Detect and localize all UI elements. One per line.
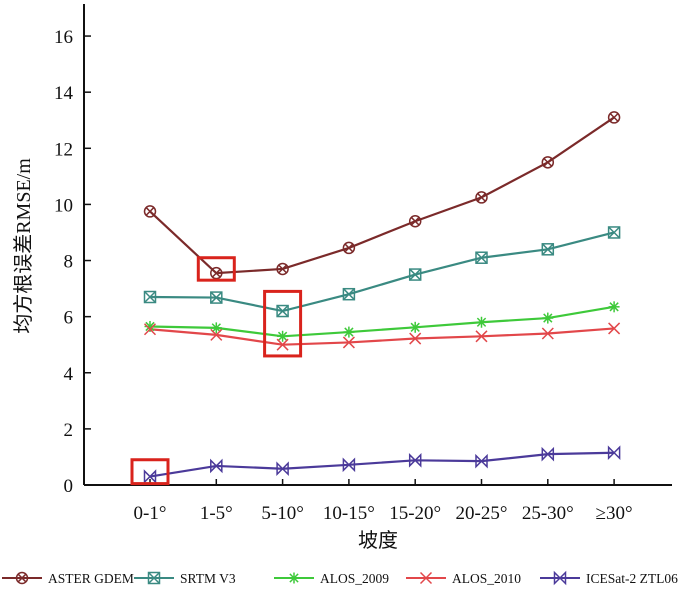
data-point (408, 268, 422, 281)
legend-label: SRTM V3 (180, 571, 236, 586)
data-point (143, 469, 157, 484)
legend-item: ALOS_2009 (274, 571, 389, 586)
y-tick-label: 4 (64, 364, 74, 385)
y-tick-label: 0 (64, 476, 74, 497)
data-point (143, 290, 157, 304)
data-point (409, 332, 422, 345)
legend-label: ASTER GDEM (48, 571, 134, 586)
highlight-box (196, 256, 236, 282)
data-point (541, 156, 555, 169)
data-point (475, 191, 488, 204)
data-point (276, 262, 289, 276)
data-point (408, 214, 422, 228)
data-point (210, 328, 223, 341)
data-point (475, 453, 488, 469)
data-point (342, 241, 356, 255)
x-tick-label: 1-5° (200, 503, 233, 524)
highlight-box (130, 458, 170, 486)
legend-label: ALOS_2009 (320, 571, 389, 586)
y-tick-label: 10 (54, 195, 73, 216)
data-point (475, 330, 488, 343)
data-point (409, 321, 421, 333)
x-tick-label: 0-1° (134, 503, 167, 524)
x-tick-label: 25-30° (522, 503, 574, 524)
legend-item: ICESat-2 ZTL06 (540, 570, 678, 586)
series-line (149, 327, 615, 346)
data-point (607, 111, 621, 124)
series-line (149, 116, 615, 275)
data-point (143, 205, 157, 218)
data-point (277, 330, 289, 342)
legend-label: ALOS_2010 (452, 571, 521, 586)
data-point (541, 327, 554, 340)
y-tick-label: 2 (64, 420, 74, 441)
data-point (342, 457, 356, 473)
series-line (149, 451, 615, 478)
data-point (276, 304, 289, 318)
legend-item: SRTM V3 (134, 571, 236, 586)
data-point (210, 266, 223, 280)
y-tick-label: 8 (64, 252, 74, 273)
data-point (210, 458, 223, 474)
data-point (210, 291, 223, 304)
data-point (542, 312, 554, 324)
data-point (342, 287, 356, 301)
data-point (553, 570, 567, 586)
y-tick-label: 16 (54, 27, 73, 48)
data-point (607, 226, 621, 239)
y-tick-label: 12 (54, 139, 73, 160)
data-point (15, 571, 29, 585)
data-point (419, 571, 433, 585)
data-point (541, 243, 555, 256)
legend-label: ICESat-2 ZTL06 (586, 571, 678, 586)
y-tick-label: 14 (54, 83, 74, 104)
x-tick-label: 5-10° (261, 503, 303, 524)
y-axis-title: 均方根误差RMSE/m (12, 158, 35, 334)
series-line (149, 305, 615, 338)
data-point (475, 251, 488, 264)
series-line (149, 231, 615, 313)
data-point (408, 452, 422, 468)
data-point (476, 316, 487, 328)
data-point (288, 572, 300, 584)
data-point (608, 301, 620, 313)
x-axis-title: 坡度 (358, 529, 398, 552)
data-point (541, 446, 555, 462)
data-point (147, 571, 161, 585)
x-tick-label: 10-15° (323, 503, 375, 524)
data-point (343, 326, 355, 338)
y-tick-label: 6 (64, 308, 74, 329)
legend-item: ALOS_2010 (406, 571, 521, 586)
data-point (143, 323, 157, 336)
data-point (276, 461, 289, 477)
x-tick-label: 15-20° (389, 503, 441, 524)
data-point (607, 445, 621, 461)
data-point (608, 322, 621, 335)
legend-item: ASTER GDEM (2, 571, 134, 586)
data-point (342, 336, 355, 349)
data-point (210, 322, 222, 334)
x-tick-label: ≥30° (596, 503, 633, 524)
x-tick-label: 20-25° (456, 503, 508, 524)
data-point (276, 338, 289, 351)
highlight-box (263, 289, 303, 358)
